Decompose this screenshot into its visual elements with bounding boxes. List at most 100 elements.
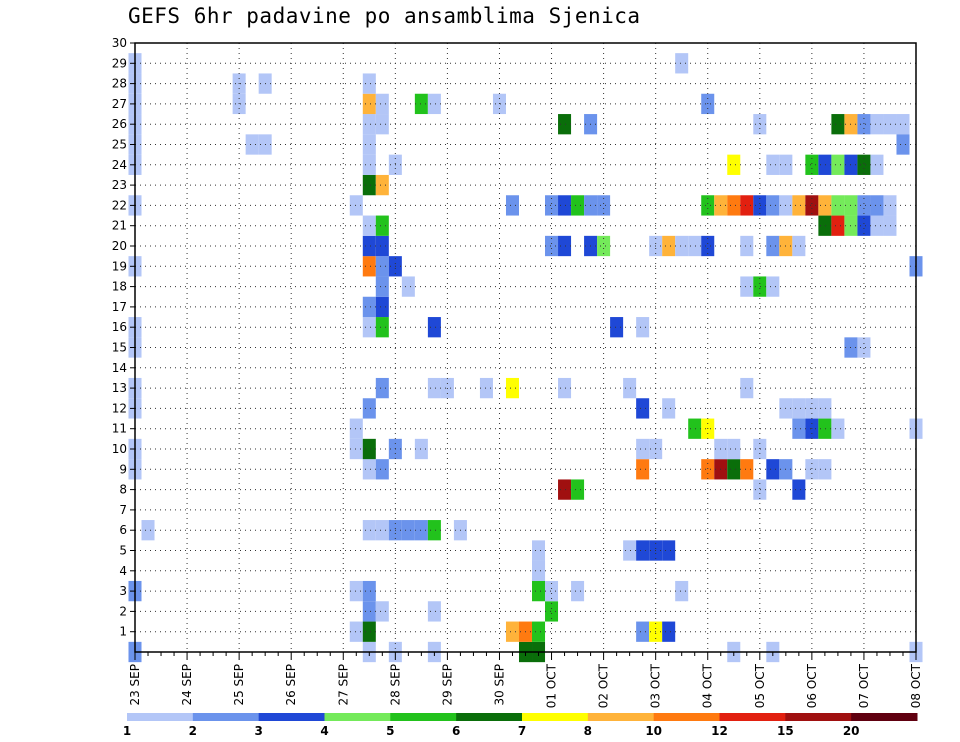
heatmap-cell [896,114,910,135]
heatmap-cell [375,459,389,480]
heatmap-cell [362,93,376,115]
heatmap-cell [831,195,845,216]
y-tick-label: 24 [112,158,127,172]
y-tick-label: 6 [119,523,127,537]
heatmap-cell [766,459,780,480]
heatmap-cell [740,235,754,257]
heatmap-cell [362,134,376,155]
colorbar-label: 5 [386,724,394,738]
heatmap-cell [857,337,871,358]
colorbar-segment [719,713,786,721]
x-tick-label: 02 OCT [597,663,611,708]
heatmap-cell [662,540,676,561]
heatmap-cell [362,296,376,318]
heatmap-cell [740,459,754,480]
heatmap-cell [740,276,754,297]
heatmap-cell [375,256,389,277]
heatmap-cell [792,418,806,439]
y-tick-label: 28 [112,77,127,91]
heatmap-cell [766,195,780,216]
colorbar-label: 1 [123,724,131,738]
heatmap-cell [701,235,715,257]
heatmap-cell [558,114,572,135]
heatmap-cell [362,256,376,277]
heatmap-cell [727,438,741,460]
heatmap-cell [532,621,546,642]
heatmap-cell [362,73,376,94]
y-tick-label: 22 [112,198,127,212]
y-tick-label: 20 [112,239,127,253]
x-tick-label: 07 OCT [857,663,871,708]
heatmap-cell [883,114,897,135]
heatmap-cell [896,134,910,155]
heatmap-cell [662,621,676,642]
heatmap-cell [545,235,559,257]
heatmap-cell [375,296,389,318]
heatmap-cell [505,621,519,642]
colorbar-segment [324,713,391,721]
colorbar-label: 10 [645,724,662,738]
heatmap-cell [870,114,884,135]
colorbar-label: 6 [452,724,460,738]
y-tick-label: 2 [119,604,127,618]
heatmap-cell [505,377,519,399]
colorbar-segment [653,713,720,721]
heatmap-cell [362,580,376,602]
colorbar-segment [456,713,523,721]
x-tick-label: 06 OCT [805,663,819,708]
heatmap-cell [414,520,428,541]
colorbar-segment [127,713,194,721]
heatmap-cell [831,418,845,439]
heatmap-cell [857,154,871,175]
heatmap-cell [505,195,519,216]
heatmap-cell [636,438,650,460]
heatmap-cell [792,235,806,257]
heatmap-cell [597,235,611,257]
y-tick-label: 9 [119,462,127,476]
y-tick-label: 27 [112,97,127,111]
heatmap-cell [427,317,441,338]
heatmap-cell [857,215,871,236]
heatmap-cell [532,560,546,581]
heatmap-cell [792,479,806,500]
heatmap-cell [857,114,871,135]
heatmap-cell [362,621,376,642]
heatmap-cell [727,195,741,216]
x-tick-label: 28 SEP [388,664,402,706]
y-tick-label: 17 [112,300,127,314]
y-tick-label: 5 [119,544,127,558]
heatmap-cell [558,195,572,216]
heatmap-cell [818,418,832,439]
heatmap-cell [375,215,389,236]
y-tick-label: 16 [112,320,127,334]
heatmap-cell [883,195,897,216]
heatmap-cell [479,377,493,399]
heatmap-cell [141,520,155,541]
heatmap-cell [870,195,884,216]
heatmap-cell [362,601,376,622]
x-tick-label: 29 SEP [440,664,454,706]
heatmap-cell [558,479,572,500]
heatmap-cell [362,520,376,541]
heatmap-cell [427,93,441,115]
x-tick-label: 08 OCT [909,663,923,708]
heatmap-cell [597,195,611,216]
heatmap-cell [701,459,715,480]
y-tick-label: 7 [119,503,127,517]
colorbar-label: 8 [584,724,592,738]
colorbar-label: 15 [777,724,794,738]
colorbar-label: 4 [320,724,328,738]
heatmap-cell [818,215,832,236]
heatmap-cell [349,195,363,216]
heatmap-cell [349,418,363,439]
x-tick-label: 26 SEP [284,664,298,706]
heatmap-cell [870,215,884,236]
heatmap-cell [349,580,363,602]
heatmap-cell [545,580,559,602]
heatmap-cell [362,235,376,257]
heatmap-cell [571,195,585,216]
y-tick-label: 18 [112,280,127,294]
x-axis-ticks: 23 SEP 24 SEP 25 SEP 26 SEP 27 SEP 28 SEP 29 S… [128,652,923,708]
y-tick-label: 8 [119,483,127,497]
x-tick-label: 03 OCT [649,663,663,708]
